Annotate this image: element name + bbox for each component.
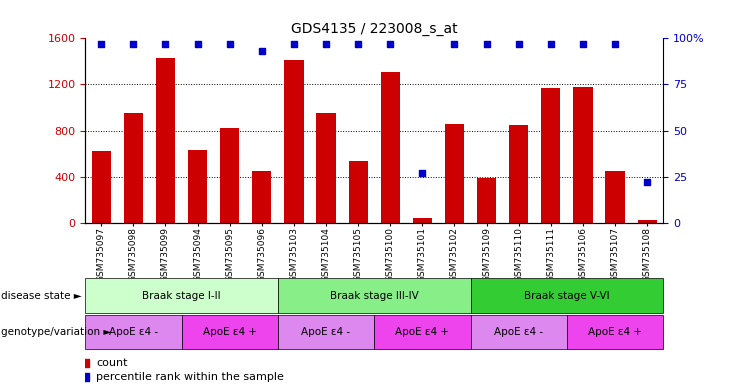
Bar — [92, 151, 111, 223]
Bar — [567, 315, 663, 349]
Bar — [252, 171, 271, 223]
Bar — [637, 220, 657, 223]
Point — [224, 41, 236, 47]
Point — [448, 41, 460, 47]
Bar — [316, 113, 336, 223]
Point — [352, 41, 364, 47]
Point — [192, 41, 204, 47]
Text: disease state ►: disease state ► — [1, 291, 82, 301]
Text: percentile rank within the sample: percentile rank within the sample — [96, 372, 285, 382]
Bar — [477, 178, 496, 223]
Text: ApoE ε4 +: ApoE ε4 + — [396, 327, 449, 337]
Point — [79, 374, 91, 381]
Text: Braak stage V-VI: Braak stage V-VI — [524, 291, 610, 301]
Point — [320, 41, 332, 47]
Bar — [471, 278, 663, 313]
Point — [577, 41, 589, 47]
Title: GDS4135 / 223008_s_at: GDS4135 / 223008_s_at — [291, 22, 457, 36]
Text: ApoE ε4 -: ApoE ε4 - — [302, 327, 350, 337]
Text: ApoE ε4 +: ApoE ε4 + — [203, 327, 256, 337]
Bar — [156, 58, 175, 223]
Bar — [509, 125, 528, 223]
Point — [288, 41, 300, 47]
Text: Braak stage III-IV: Braak stage III-IV — [330, 291, 419, 301]
Bar — [541, 88, 560, 223]
Bar — [220, 128, 239, 223]
Text: ApoE ε4 +: ApoE ε4 + — [588, 327, 642, 337]
Bar — [605, 171, 625, 223]
Bar — [124, 113, 143, 223]
Bar — [348, 161, 368, 223]
Point — [513, 41, 525, 47]
Point — [96, 41, 107, 47]
Bar — [188, 150, 207, 223]
Text: ApoE ε4 -: ApoE ε4 - — [109, 327, 158, 337]
Bar — [182, 315, 278, 349]
Bar — [413, 218, 432, 223]
Text: ApoE ε4 -: ApoE ε4 - — [494, 327, 543, 337]
Bar — [85, 278, 278, 313]
Point — [609, 41, 621, 47]
Bar — [278, 315, 374, 349]
Bar — [381, 72, 400, 223]
Text: genotype/variation ►: genotype/variation ► — [1, 327, 111, 337]
Bar — [85, 315, 182, 349]
Text: Braak stage I-II: Braak stage I-II — [142, 291, 221, 301]
Bar — [445, 124, 464, 223]
Text: count: count — [96, 358, 128, 368]
Point — [159, 41, 171, 47]
Point — [79, 360, 91, 366]
Bar — [471, 315, 567, 349]
Point — [481, 41, 493, 47]
Bar — [285, 60, 304, 223]
Point — [641, 179, 653, 185]
Bar — [374, 315, 471, 349]
Point — [256, 48, 268, 55]
Point — [127, 41, 139, 47]
Bar — [278, 278, 471, 313]
Point — [416, 170, 428, 176]
Point — [545, 41, 556, 47]
Point — [385, 41, 396, 47]
Bar — [574, 87, 593, 223]
